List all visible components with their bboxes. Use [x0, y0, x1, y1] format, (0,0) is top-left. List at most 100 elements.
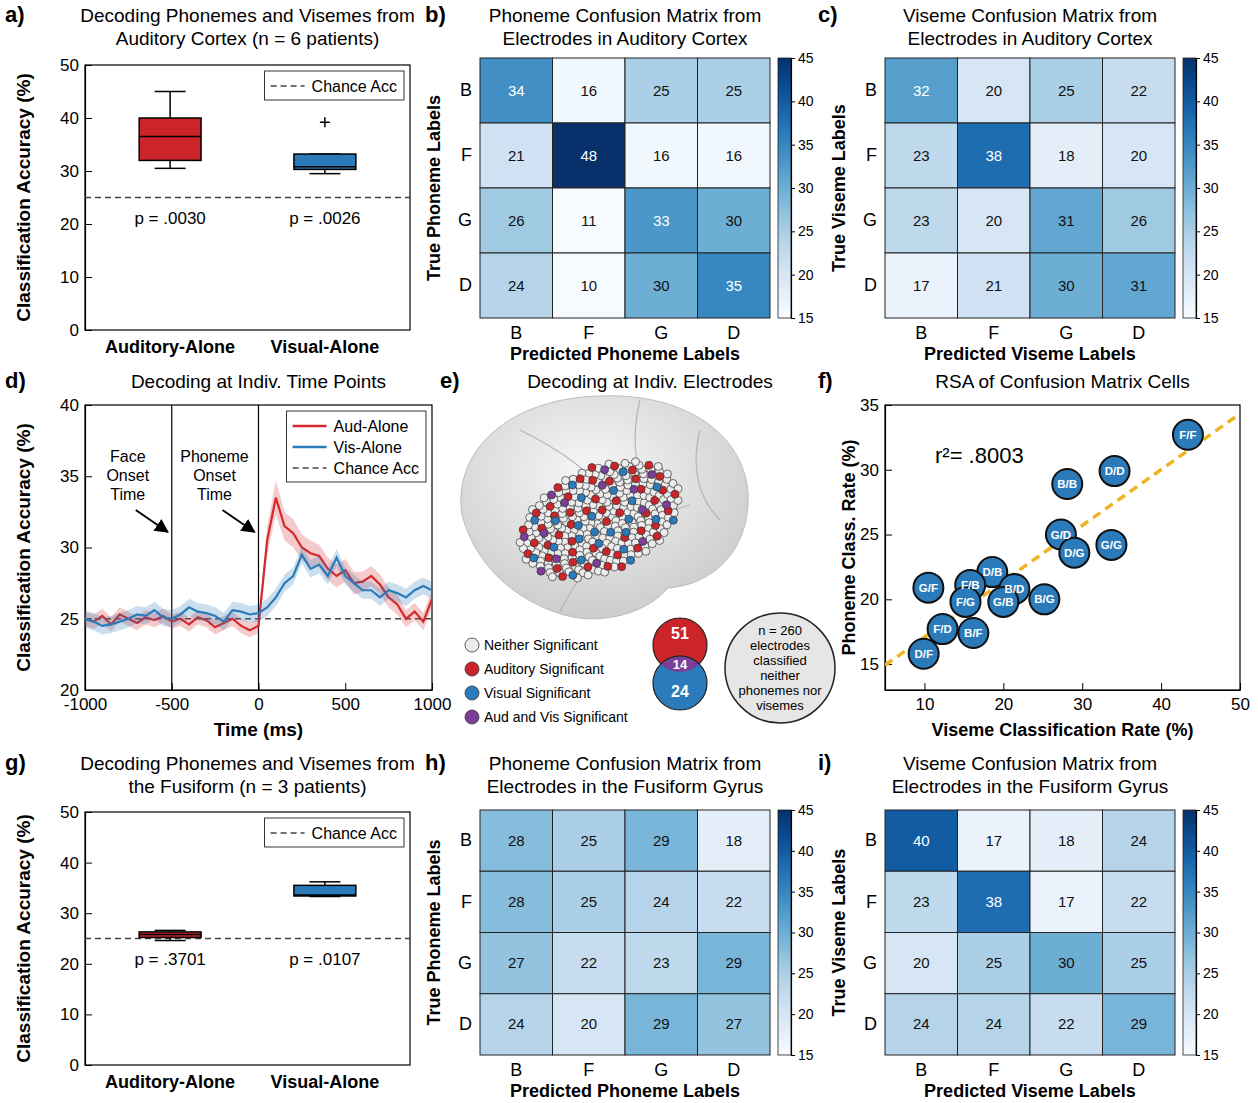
plot-frame	[85, 65, 410, 330]
tick: D	[459, 1014, 480, 1034]
tick: 25	[791, 965, 814, 981]
tick: 25	[1196, 965, 1219, 981]
panel-letter: c)	[818, 2, 838, 27]
tick: D	[864, 1014, 885, 1034]
legend-swatch	[465, 686, 479, 700]
tick: Visual-Alone	[271, 330, 380, 357]
whisker-cap	[309, 173, 340, 175]
legend: Chance Acc	[265, 71, 404, 100]
x-axis: -1000-50005001000	[64, 683, 452, 714]
legend-label: Chance Acc	[312, 78, 397, 95]
panel-title: Phoneme Confusion Matrix fromElectrodes …	[489, 5, 761, 49]
cell	[553, 994, 626, 1055]
box	[294, 154, 356, 169]
text-line: RSA of Confusion Matrix Cells	[935, 371, 1190, 392]
cell	[625, 871, 698, 932]
panel-letter: f)	[818, 368, 833, 393]
text-line: Electrodes in the Fusiform Gyrus	[892, 776, 1169, 797]
axis-title: True Phoneme Labels	[424, 839, 444, 1025]
point-label: F/D	[933, 623, 952, 635]
electrode	[602, 518, 610, 526]
category-label: G	[863, 953, 877, 973]
tick-mark	[791, 188, 795, 189]
cell-label: 18	[725, 832, 742, 849]
tick: B	[865, 80, 885, 100]
tick-label: 30	[1203, 924, 1219, 940]
electrode	[532, 509, 540, 517]
electrode	[568, 537, 576, 545]
tick-mark	[345, 683, 346, 690]
panel-title: Decoding at Indiv. Time Points	[131, 371, 386, 392]
cell-label: 31	[1130, 277, 1147, 294]
electrode	[634, 544, 642, 552]
tick: 30	[60, 162, 92, 181]
tick-label: 25	[798, 965, 814, 981]
tick-label: 15	[1203, 310, 1219, 326]
tick: 35	[1196, 884, 1219, 900]
cell	[480, 123, 553, 188]
cell	[553, 933, 626, 994]
electrode	[552, 555, 560, 563]
tick: G	[458, 210, 480, 230]
legend: Aud-AloneVis-AloneChance Acc	[287, 411, 426, 482]
tick: B	[510, 318, 522, 343]
tick: 35	[860, 396, 892, 415]
tick-label: 20	[60, 215, 79, 234]
tick-mark	[85, 548, 92, 549]
tick: F	[988, 318, 999, 343]
tick-mark	[85, 405, 92, 406]
cell	[698, 994, 771, 1055]
electrode	[560, 499, 568, 507]
tick-mark	[791, 101, 795, 102]
tick-mark	[85, 964, 92, 965]
electrode	[628, 497, 636, 505]
electrode	[550, 543, 558, 551]
tick: F	[461, 892, 480, 912]
text-line: the Fusiform (n = 3 patients)	[128, 776, 366, 797]
cell	[958, 123, 1031, 188]
electrode	[567, 520, 575, 528]
plot-area	[885, 414, 1240, 669]
electrode	[609, 487, 617, 495]
electrode	[663, 501, 671, 509]
cell-label: 25	[1058, 82, 1075, 99]
tick: 45	[1196, 50, 1219, 66]
outlier	[320, 117, 330, 127]
axis-line	[86, 690, 433, 691]
legend-swatch	[465, 662, 479, 676]
point-labels: F/FB/BD/DG/DD/GG/GD/BB/DB/GF/BF/GG/BG/FF…	[914, 429, 1196, 660]
cell-label: 34	[508, 82, 525, 99]
electrode	[652, 515, 660, 523]
cell	[480, 994, 553, 1055]
cell-label: 25	[1130, 954, 1147, 971]
legend-label: Aud and Vis Significant	[484, 709, 628, 725]
tick-mark	[432, 683, 433, 690]
error-band	[85, 481, 432, 638]
tick-mark	[1003, 683, 1004, 690]
cell-label: 18	[1058, 147, 1075, 164]
tick-mark	[791, 318, 795, 319]
text-line: Electrodes in Auditory Cortex	[502, 28, 748, 49]
panel-letter: e)	[440, 368, 460, 393]
tick: F	[866, 892, 885, 912]
electrode	[575, 535, 583, 543]
x-axis: BFGD	[510, 318, 740, 343]
legend-frame	[287, 411, 426, 482]
axis-title: Predicted Phoneme Labels	[510, 344, 740, 364]
point-label: G/B	[993, 596, 1013, 608]
tick-mark	[791, 892, 795, 893]
tick: 15	[791, 1047, 814, 1063]
tick: 35	[791, 884, 814, 900]
electrode	[545, 554, 553, 562]
cell-label: 26	[1130, 212, 1147, 229]
whisker-cap	[155, 168, 186, 170]
cell	[480, 810, 553, 871]
tick-label: 35	[798, 137, 814, 153]
tick-label: 45	[798, 802, 814, 818]
tick-label: 35	[860, 396, 879, 415]
tick: G	[654, 318, 668, 343]
tick: 40	[791, 93, 814, 109]
legend-label: Auditory Significant	[484, 661, 604, 677]
cell-label: 23	[913, 147, 930, 164]
electrode	[551, 517, 559, 525]
